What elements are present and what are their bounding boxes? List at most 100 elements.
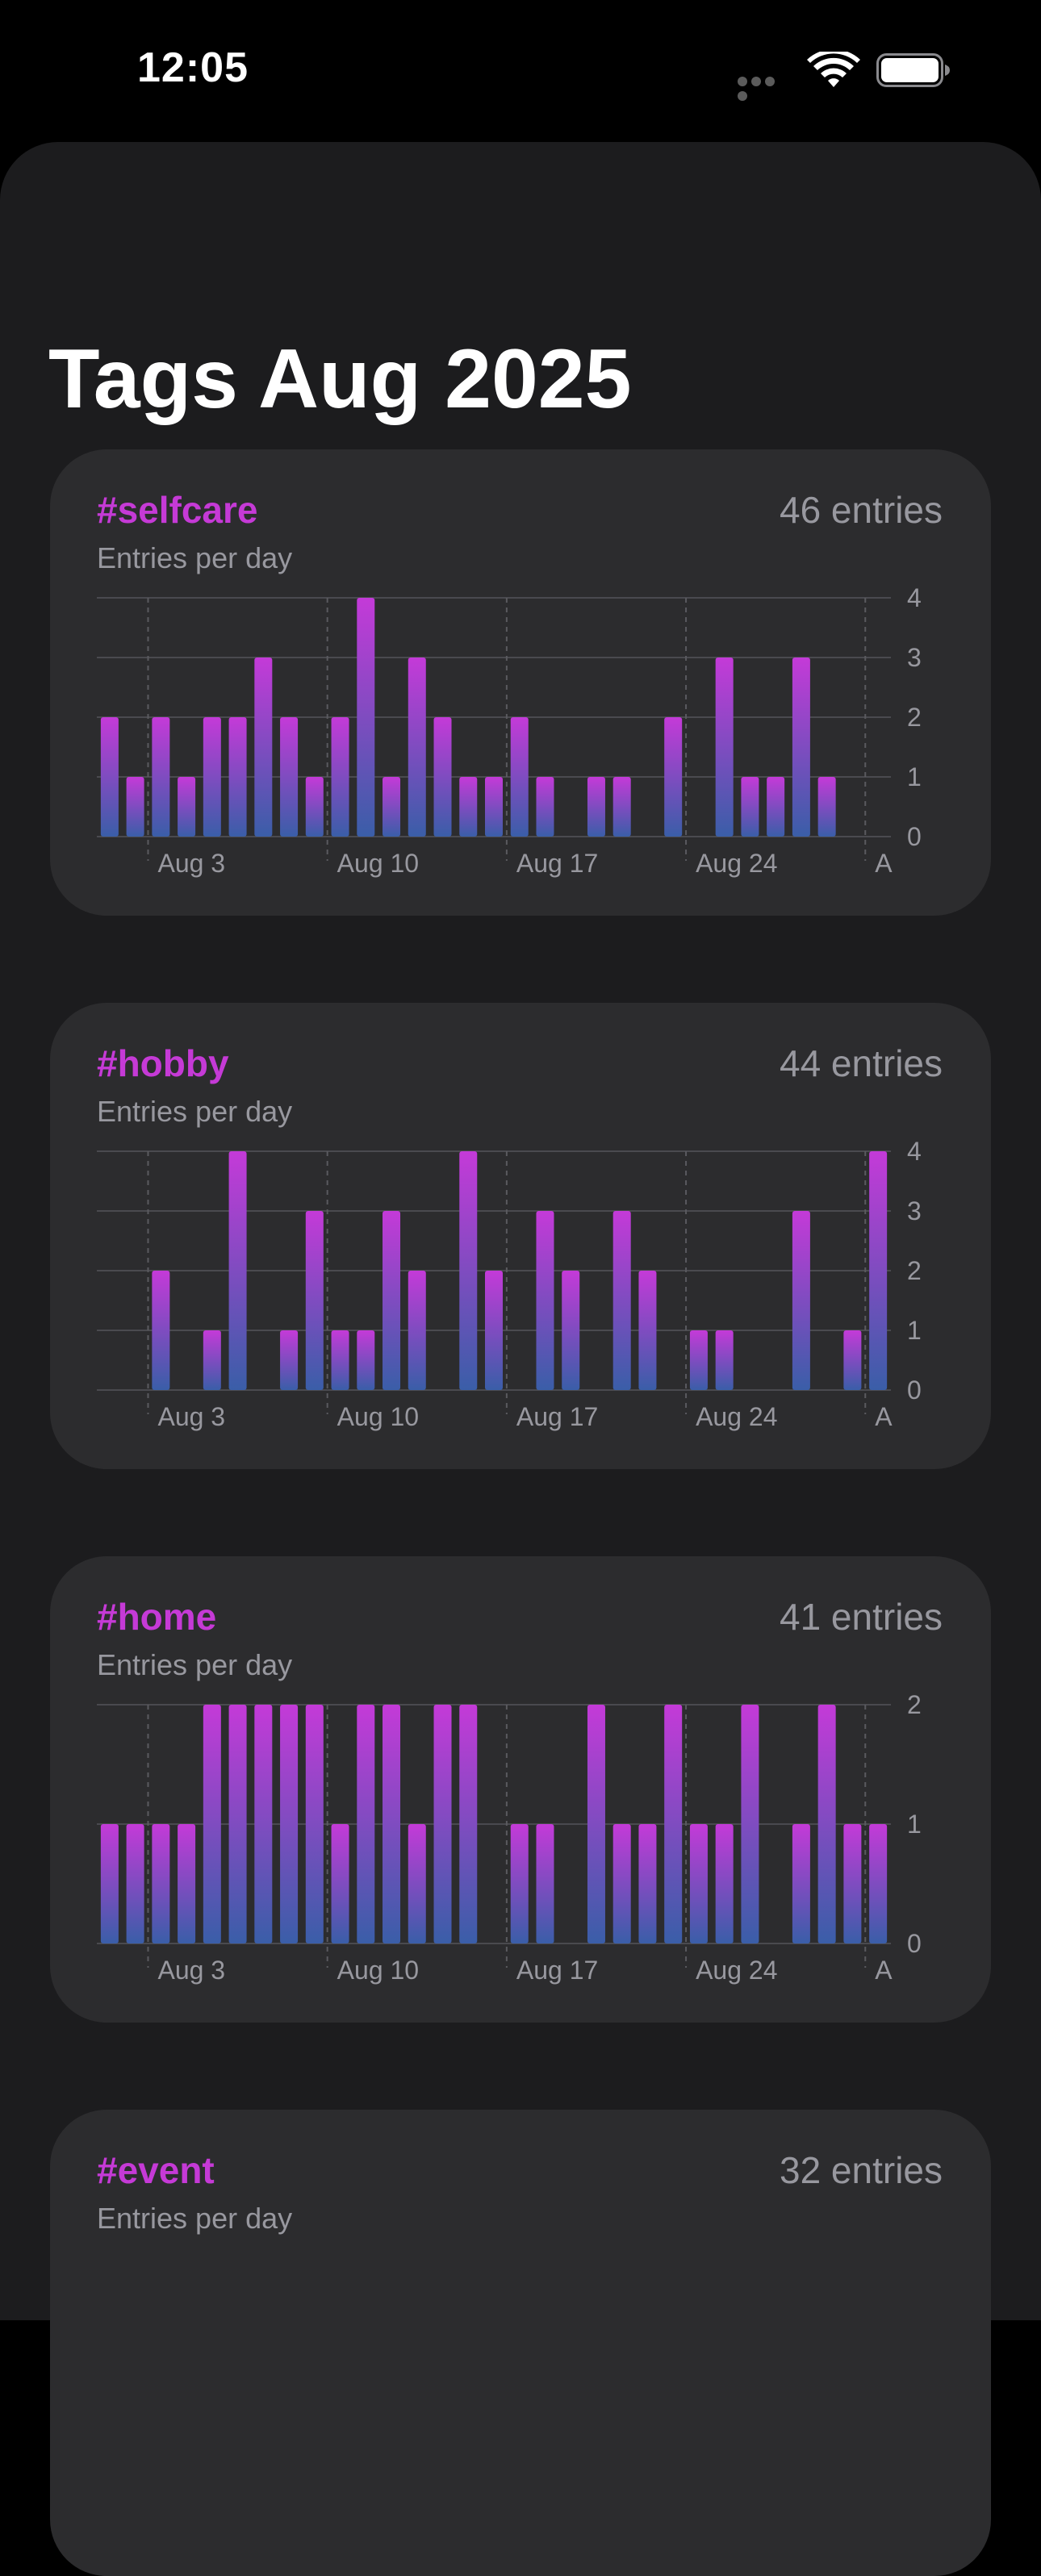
y-tick-label: 3 — [907, 643, 922, 672]
bar — [689, 1330, 708, 1390]
bar — [741, 777, 759, 837]
bar — [280, 1330, 299, 1390]
bar — [843, 1824, 862, 1943]
y-tick-label: 4 — [907, 583, 922, 612]
bar — [203, 1705, 221, 1943]
bar — [433, 1705, 452, 1943]
tag-card-home[interactable]: #home 41 entries Entries per day 0 1 2 Aug … — [50, 1556, 991, 2023]
x-tick-label: Aug 3 — [157, 1402, 225, 1431]
bar — [228, 717, 247, 837]
y-tick-label: 0 — [907, 1376, 922, 1405]
bar — [152, 1824, 170, 1943]
status-time: 12:05 — [137, 44, 249, 91]
bar — [612, 777, 631, 837]
bar — [638, 1271, 657, 1390]
bar — [408, 1824, 426, 1943]
bar — [152, 717, 170, 837]
entry-count: 32 entries — [779, 2149, 943, 2191]
bar — [510, 1824, 529, 1943]
tag-card-selfcare[interactable]: #selfcare 46 entries Entries per day 0 1 2… — [50, 449, 991, 916]
bar — [817, 1705, 836, 1943]
bar — [178, 1824, 196, 1943]
tag-name: #event — [97, 2149, 215, 2191]
bar — [383, 1211, 401, 1390]
bar — [664, 717, 683, 837]
x-tick-label: Aug 17 — [516, 1956, 598, 1985]
x-tick-label: Aug 10 — [337, 1956, 419, 1985]
bar — [408, 658, 426, 837]
entry-count: 44 entries — [779, 1042, 943, 1084]
x-tick-label: Aug 24 — [696, 1402, 777, 1431]
bar — [357, 1705, 375, 1943]
bar — [126, 777, 144, 837]
bar — [792, 1824, 810, 1943]
chart-subtitle: Entries per day — [97, 1648, 293, 1681]
y-tick-label: 1 — [907, 1316, 922, 1345]
battery-icon — [876, 53, 950, 87]
x-tick-label: Aug 10 — [337, 1402, 419, 1431]
entry-count: 41 entries — [779, 1596, 943, 1638]
bar — [741, 1705, 759, 1943]
x-tick-label: Aug 10 — [337, 849, 419, 878]
bar — [612, 1211, 631, 1390]
bar — [100, 717, 119, 837]
bar — [383, 1705, 401, 1943]
y-tick-label: 2 — [907, 703, 922, 732]
bar — [228, 1151, 247, 1390]
y-tick-label: 1 — [907, 762, 922, 791]
bar — [305, 777, 324, 837]
wifi-icon — [807, 52, 860, 87]
bar — [228, 1705, 247, 1943]
bar — [792, 1211, 810, 1390]
bar — [587, 777, 605, 837]
bar — [792, 658, 810, 837]
x-tick-label: Aug 24 — [696, 1956, 777, 1985]
bar — [305, 1705, 324, 1943]
entries-bar-chart: 0 1 2 Aug 3 Aug 10 Aug 17 Aug 24 A — [97, 1690, 922, 1985]
bar — [869, 1151, 888, 1390]
y-tick-label: 1 — [907, 1810, 922, 1839]
page-title: Tags Aug 2025 — [48, 332, 632, 426]
y-tick-label: 4 — [907, 1137, 922, 1166]
bar — [817, 777, 836, 837]
bar — [126, 1824, 144, 1943]
bar — [178, 777, 196, 837]
y-tick-label: 2 — [907, 1256, 922, 1285]
tag-name: #home — [97, 1596, 217, 1638]
bar — [280, 717, 299, 837]
x-tick-label: Aug 3 — [157, 849, 225, 878]
bar — [689, 1824, 708, 1943]
bar — [869, 1824, 888, 1943]
bar — [715, 658, 734, 837]
x-tick-label: A — [875, 1956, 893, 1985]
bar — [331, 1824, 349, 1943]
tag-name: #selfcare — [97, 489, 258, 531]
y-tick-label: 0 — [907, 1929, 922, 1958]
bar — [612, 1824, 631, 1943]
tag-card-hobby[interactable]: #hobby 44 entries Entries per day 0 1 2 3 4 A… — [50, 1003, 991, 1469]
x-tick-label: Aug 3 — [157, 1956, 225, 1985]
bar — [843, 1330, 862, 1390]
bar — [510, 717, 529, 837]
chart-subtitle: Entries per day — [97, 1095, 293, 1128]
bar — [536, 1211, 554, 1390]
x-tick-label: Aug 24 — [696, 849, 777, 878]
bar — [536, 1824, 554, 1943]
bar — [485, 1271, 503, 1390]
bar — [767, 777, 785, 837]
x-tick-label: A — [875, 1402, 893, 1431]
bar — [638, 1824, 657, 1943]
bar — [357, 1330, 375, 1390]
entries-bar-chart: 0 1 2 3 4 Aug 3 Aug 10 Aug 17 Aug 24 A — [97, 583, 922, 878]
bar — [459, 1151, 478, 1390]
bar — [664, 1705, 683, 1943]
bar — [254, 658, 273, 837]
entry-count: 46 entries — [779, 489, 943, 531]
y-tick-label: 2 — [907, 1690, 922, 1719]
bar — [203, 717, 221, 837]
bar — [562, 1271, 580, 1390]
bar — [433, 717, 452, 837]
bar — [254, 1705, 273, 1943]
cellular-signal-icon — [738, 76, 791, 101]
tag-card-event[interactable]: #event 32 entries Entries per day — [50, 2110, 991, 2576]
